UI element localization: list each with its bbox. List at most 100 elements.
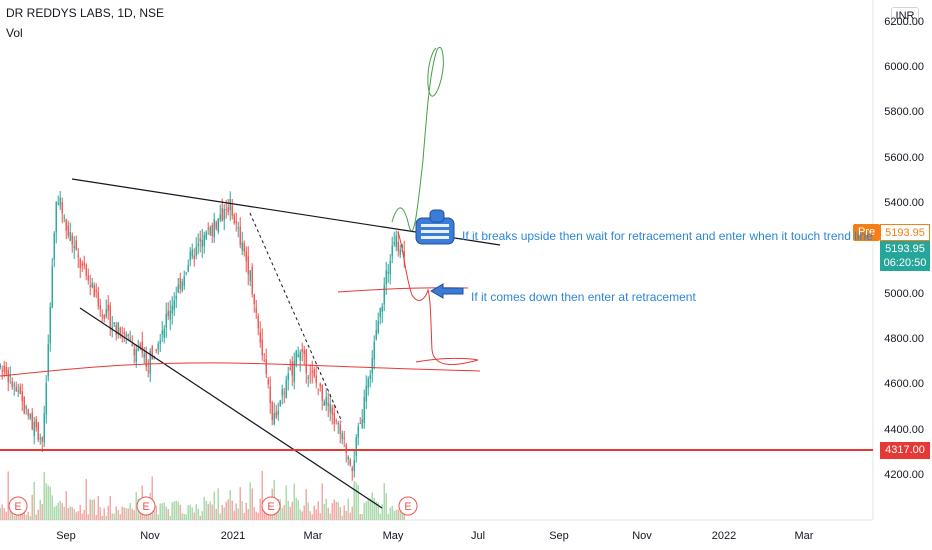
volume-bar bbox=[159, 503, 161, 520]
volume-bar bbox=[153, 510, 155, 520]
candle-body bbox=[279, 400, 281, 406]
candle-body bbox=[211, 224, 213, 237]
earnings-marker[interactable]: E bbox=[261, 496, 281, 516]
price-tick-label: 4400.00 bbox=[884, 423, 924, 436]
candle-body bbox=[147, 370, 149, 372]
volume-bar bbox=[175, 500, 177, 520]
candle-body bbox=[75, 240, 77, 250]
candle-body bbox=[245, 251, 247, 262]
volume-bar bbox=[217, 488, 219, 520]
candle-body bbox=[3, 365, 5, 372]
volume-bar bbox=[243, 512, 245, 520]
volume-bar bbox=[49, 486, 51, 520]
candle-body bbox=[391, 245, 393, 257]
volume-bar bbox=[257, 512, 259, 520]
candle-body bbox=[85, 264, 87, 276]
candle-body bbox=[195, 247, 197, 256]
candle-body bbox=[377, 321, 379, 333]
price-tick-label: 4600.00 bbox=[884, 378, 924, 391]
volume-bar bbox=[55, 505, 57, 520]
candle-body bbox=[331, 407, 333, 415]
volume-bar bbox=[207, 503, 209, 520]
earnings-marker-label: E bbox=[404, 501, 411, 513]
candle-body bbox=[261, 339, 263, 356]
volume-bar bbox=[115, 506, 117, 520]
candle-body bbox=[237, 227, 239, 229]
volume-bar bbox=[345, 510, 347, 520]
candle-body bbox=[13, 384, 15, 386]
volume-bar bbox=[9, 506, 11, 520]
candle-body bbox=[145, 351, 147, 367]
volume-bar bbox=[119, 514, 121, 520]
volume-bar bbox=[193, 512, 195, 520]
volume-bar bbox=[91, 500, 93, 520]
volume-bar bbox=[43, 472, 45, 520]
volume-bar bbox=[347, 498, 349, 520]
earnings-marker[interactable]: E bbox=[136, 496, 156, 516]
candle-body bbox=[273, 413, 275, 425]
bar-countdown: 06:20:50 bbox=[883, 257, 927, 269]
volume-bar bbox=[7, 471, 9, 520]
time-tick-label: Nov bbox=[140, 530, 160, 542]
candle-body bbox=[357, 426, 359, 438]
red-zone-curve[interactable] bbox=[0, 362, 481, 377]
volume-bar bbox=[61, 503, 63, 520]
time-tick-label: May bbox=[382, 530, 404, 542]
volume-bar bbox=[363, 502, 365, 520]
candle-body bbox=[371, 358, 373, 374]
candle-body bbox=[113, 322, 115, 325]
volume-bar bbox=[247, 509, 249, 520]
volume-bar bbox=[39, 499, 41, 520]
candlesticks bbox=[0, 190, 405, 481]
volume-bar bbox=[83, 509, 85, 520]
candle-body bbox=[53, 232, 55, 260]
candle-body bbox=[11, 381, 13, 388]
dashed-trend-line[interactable] bbox=[249, 212, 343, 423]
volume-bar bbox=[299, 509, 301, 520]
candle-body bbox=[355, 436, 357, 456]
volume-bar bbox=[173, 501, 175, 520]
volume-bar bbox=[311, 514, 313, 520]
volume-bar bbox=[73, 509, 75, 520]
volume-bar bbox=[201, 511, 203, 520]
candle-body bbox=[265, 358, 267, 375]
volume-bar bbox=[205, 500, 207, 520]
candle-body bbox=[161, 331, 163, 335]
volume-bar bbox=[355, 482, 357, 520]
candle-body bbox=[301, 348, 303, 352]
candle-body bbox=[43, 413, 45, 442]
lower-trend-line[interactable] bbox=[79, 307, 383, 509]
time-tick-label: Mar bbox=[303, 530, 323, 542]
candle-body bbox=[135, 349, 137, 362]
red-projection-path[interactable] bbox=[397, 231, 479, 366]
volume-bars bbox=[0, 470, 405, 520]
green-projection-path[interactable] bbox=[391, 47, 444, 232]
volume-bar bbox=[199, 515, 201, 520]
candle-body bbox=[369, 375, 371, 379]
earnings-marker[interactable]: E bbox=[8, 496, 28, 516]
lower-annotation-note[interactable]: If it comes down then enter at retraceme… bbox=[471, 290, 696, 304]
volume-bar bbox=[31, 494, 33, 520]
earnings-marker[interactable]: E bbox=[398, 496, 418, 516]
volume-bar bbox=[307, 502, 309, 520]
volume-bar bbox=[333, 499, 335, 520]
candle-body bbox=[327, 402, 329, 406]
candle-body bbox=[243, 243, 245, 252]
candle-body bbox=[287, 373, 289, 380]
volume-bar bbox=[165, 506, 167, 520]
volume-bar bbox=[45, 483, 47, 520]
volume-bar bbox=[295, 497, 297, 520]
candle-body bbox=[223, 209, 225, 220]
candle-body bbox=[203, 234, 205, 246]
volume-bar bbox=[117, 510, 119, 520]
candle-body bbox=[65, 219, 67, 231]
volume-bar bbox=[11, 508, 13, 520]
candle-body bbox=[19, 386, 21, 395]
volume-bar bbox=[387, 514, 389, 520]
currency-badge[interactable]: INR bbox=[891, 7, 919, 25]
candle-body bbox=[83, 262, 85, 266]
volume-bar bbox=[171, 502, 173, 520]
volume-bar bbox=[335, 501, 337, 520]
upper-annotation-note[interactable]: If it breaks upside then wait for retrac… bbox=[462, 229, 873, 243]
